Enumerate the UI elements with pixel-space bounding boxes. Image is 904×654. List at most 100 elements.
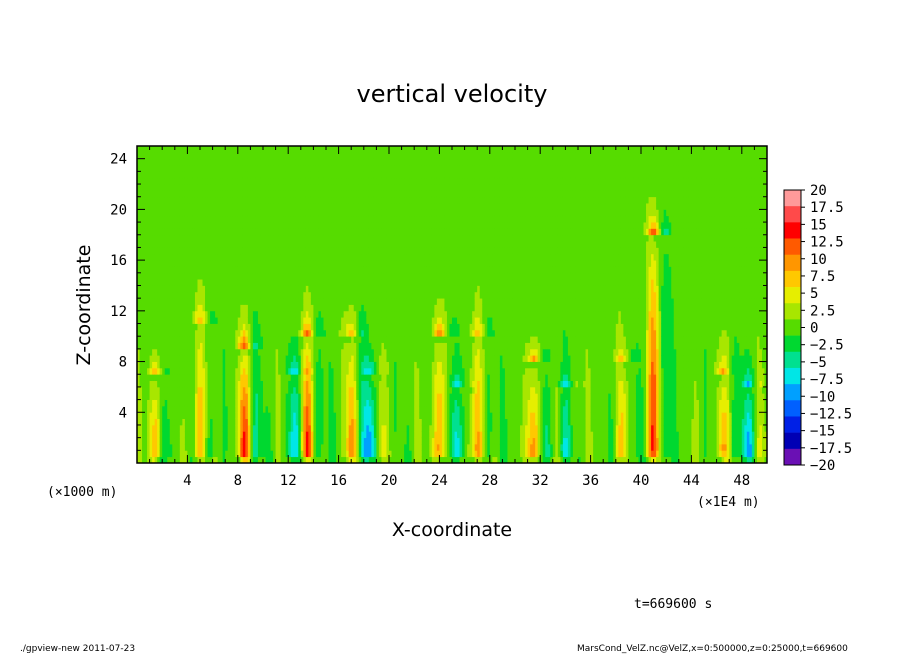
heatmap-cell: [179, 348, 183, 356]
heatmap-cell: [207, 348, 211, 356]
heatmap-cell: [290, 348, 294, 356]
heatmap-cell: [368, 272, 372, 280]
heatmap-cell: [386, 450, 390, 458]
heatmap-cell: [230, 184, 234, 191]
heatmap-cell: [225, 247, 229, 255]
heatmap-cell: [381, 431, 385, 439]
heatmap-cell: [293, 405, 297, 413]
heatmap-cell: [373, 241, 377, 248]
heatmap-cell: [353, 342, 357, 350]
heatmap-cell: [172, 241, 176, 248]
heatmap-cell: [242, 266, 246, 274]
heatmap-cell: [192, 367, 196, 375]
heatmap-cell: [383, 399, 387, 407]
heatmap-cell: [338, 209, 342, 217]
heatmap-cell: [167, 431, 171, 439]
heatmap-cell: [250, 215, 254, 223]
heatmap-cell: [338, 355, 342, 362]
heatmap-cell: [167, 203, 171, 210]
heatmap-cell: [378, 399, 382, 407]
heatmap-cell: [144, 310, 148, 318]
heatmap-cell: [184, 298, 188, 305]
heatmap-cell: [154, 247, 158, 255]
heatmap-cell: [220, 266, 224, 274]
heatmap-cell: [194, 298, 198, 305]
heatmap-cell: [293, 393, 297, 400]
heatmap-cell: [315, 298, 319, 305]
heatmap-cell: [179, 450, 183, 458]
heatmap-cell: [295, 399, 299, 407]
heatmap-cell: [356, 209, 360, 217]
heatmap-cell: [378, 279, 382, 286]
heatmap-cell: [373, 222, 377, 229]
heatmap-cell: [182, 361, 186, 369]
heatmap-cell: [205, 310, 208, 318]
heatmap-cell: [159, 184, 163, 191]
heatmap-cell: [157, 260, 161, 267]
heatmap-cell: [305, 304, 309, 312]
heatmap-cell: [378, 253, 382, 261]
heatmap-cell: [356, 253, 360, 261]
heatmap-cell: [237, 418, 241, 426]
heatmap-cell: [371, 203, 375, 210]
heatmap-cell: [227, 241, 231, 248]
heatmap-cell: [247, 298, 251, 305]
heatmap-cell: [351, 203, 355, 210]
heatmap-cell: [328, 323, 332, 331]
heatmap-cell: [194, 285, 198, 293]
heatmap-cell: [250, 184, 254, 191]
heatmap-cell: [139, 329, 143, 337]
heatmap-cell: [245, 203, 249, 210]
heatmap-cell: [257, 228, 261, 236]
heatmap-cell: [336, 374, 339, 381]
heatmap-cell: [260, 228, 264, 236]
heatmap-cell: [371, 342, 375, 350]
heatmap-cell: [363, 285, 367, 293]
heatmap-cell: [177, 456, 181, 463]
heatmap-cell: [240, 266, 244, 274]
heatmap-cell: [273, 171, 276, 179]
heatmap-cell: [192, 146, 196, 153]
heatmap-cell: [247, 443, 251, 451]
heatmap-cell: [371, 386, 375, 394]
heatmap-cell: [368, 152, 372, 160]
heatmap-cell: [303, 209, 307, 217]
heatmap-cell: [210, 399, 213, 407]
heatmap-cell: [194, 234, 198, 242]
heatmap-cell: [235, 266, 239, 274]
heatmap-cell: [305, 298, 309, 305]
heatmap-cell: [212, 234, 216, 242]
heatmap-cell: [358, 146, 362, 153]
heatmap-cell: [353, 247, 357, 255]
heatmap-cell: [159, 158, 163, 166]
heatmap-cell: [215, 431, 219, 439]
heatmap-cell: [323, 424, 327, 432]
heatmap-cell: [255, 450, 259, 458]
heatmap-cell: [295, 380, 299, 388]
heatmap-cell: [205, 177, 208, 185]
heatmap-cell: [144, 304, 148, 312]
heatmap-cell: [147, 146, 150, 153]
heatmap-cell: [189, 304, 193, 312]
heatmap-cell: [373, 386, 377, 394]
heatmap-cell: [260, 367, 264, 375]
heatmap-cell: [242, 177, 246, 185]
heatmap-cell: [240, 152, 244, 160]
heatmap-cell: [270, 209, 274, 217]
heatmap-cell: [217, 412, 221, 420]
heatmap-cell: [182, 291, 186, 299]
heatmap-cell: [343, 184, 347, 191]
heatmap-cell: [270, 196, 274, 204]
heatmap-cell: [177, 380, 181, 388]
heatmap-cell: [187, 253, 191, 261]
heatmap-cell: [298, 437, 302, 445]
heatmap-cell: [366, 374, 370, 381]
heatmap-cell: [381, 336, 385, 343]
heatmap-cell: [237, 279, 241, 286]
heatmap-cell: [205, 260, 208, 267]
heatmap-cell: [278, 424, 282, 432]
heatmap-cell: [212, 342, 216, 350]
heatmap-cell: [328, 450, 332, 458]
heatmap-cell: [275, 355, 279, 362]
heatmap-cell: [265, 247, 269, 255]
